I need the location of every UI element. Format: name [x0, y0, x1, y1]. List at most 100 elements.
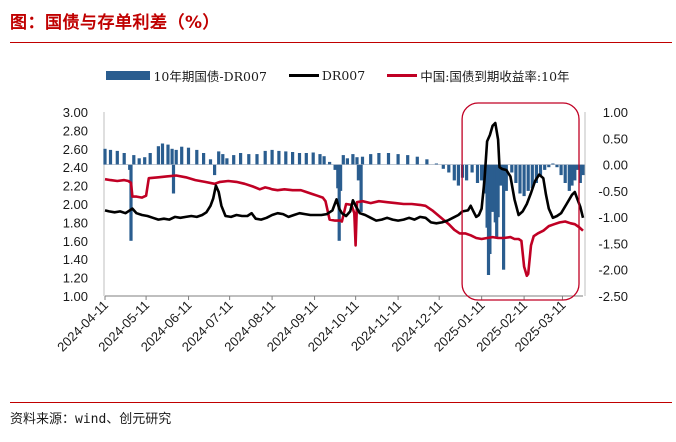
spread-bar [504, 164, 508, 191]
spread-bar [263, 150, 267, 165]
spread-bar [563, 164, 567, 183]
source-divider [10, 402, 672, 403]
spread-bar [304, 153, 308, 165]
spread-bar [202, 153, 206, 165]
spread-bar [328, 161, 332, 165]
spread-bar [386, 153, 391, 165]
left-tick-label: 1.00 [63, 289, 88, 304]
chart-plot: 1.00 1.20 1.40 1.60 1.80 2.00 2.20 2.40 2.60 2.80… [54, 102, 628, 354]
spread-bar [491, 164, 495, 212]
left-tick-label: 2.40 [63, 160, 88, 175]
right-tick-label: 0.50 [603, 131, 628, 146]
spread-bar [232, 155, 236, 165]
spread-bar [148, 153, 152, 165]
spread-bar [559, 164, 563, 176]
left-tick-label: 2.20 [63, 179, 88, 194]
spread-bar [137, 158, 141, 165]
spread-bar [247, 154, 251, 165]
spread-bar [217, 151, 221, 165]
right-tick-label: -1.50 [598, 236, 628, 251]
legend-item-spread: 10年期国债-DR007 [106, 66, 267, 85]
spread-bar [221, 154, 225, 165]
spread-bar [534, 164, 538, 183]
spread-bar [156, 146, 160, 165]
spread-bar [396, 154, 400, 165]
left-tick-label: 1.40 [63, 252, 88, 267]
spread-bar [452, 164, 456, 181]
spread-bar [530, 164, 534, 189]
spread-bar [356, 164, 360, 181]
legend-label-yield: 中国:国债到期收益率:10年 [420, 68, 570, 84]
spread-bar [526, 164, 530, 191]
spread-bar [166, 144, 170, 165]
spread-bar [132, 155, 136, 165]
spread-bar [297, 153, 302, 165]
spread-bar [547, 164, 551, 168]
spread-bar [570, 164, 574, 186]
spread-bar [567, 164, 571, 191]
spread-bar [488, 164, 492, 254]
spread-bar [143, 157, 147, 165]
right-tick-label: -2.50 [598, 289, 628, 304]
legend-swatch-spread [106, 70, 151, 80]
right-tick-label: -2.00 [598, 263, 628, 278]
spread-bar [425, 159, 429, 165]
spread-bar [578, 164, 582, 183]
spread-bar [322, 156, 326, 165]
spread-bar [108, 149, 113, 165]
legend-item-yield: 中国:国债到期收益率:10年 [387, 66, 570, 85]
spread-bar [475, 164, 480, 183]
legend-swatch-dr007 [288, 73, 319, 77]
right-tick-label: 0.00 [603, 158, 628, 173]
left-tick-label: 1.80 [63, 215, 88, 230]
spread-bar [160, 143, 165, 165]
spread-bar [284, 151, 288, 165]
source-note: 资料来源：wind、创元研究 [10, 412, 172, 427]
title-divider [10, 42, 672, 43]
spread-bar [180, 146, 184, 165]
right-tick-label: 1.00 [603, 105, 628, 120]
spread-bar [339, 164, 343, 191]
spread-bar [360, 156, 365, 165]
spread-bar [543, 164, 547, 170]
spread-bar [369, 154, 373, 165]
spread-bar [103, 148, 107, 165]
spread-bar [186, 147, 191, 165]
spread-bar [255, 154, 259, 165]
spread-bar [518, 164, 522, 194]
spread-bar [239, 153, 243, 165]
legend-swatch-yield [387, 73, 418, 77]
series-line-dr007 [104, 121, 585, 225]
left-tick-label: 3.00 [63, 105, 88, 120]
spread-bar [415, 156, 419, 165]
spread-bar [510, 164, 514, 173]
spread-bar [171, 164, 176, 194]
spread-bar [575, 164, 580, 170]
spread-bar [291, 152, 295, 165]
left-tick-label: 2.80 [63, 123, 88, 138]
spread-bar [341, 155, 345, 165]
spread-bar [129, 164, 133, 241]
spread-bar [470, 164, 474, 173]
spread-bar [174, 149, 178, 165]
spread-bar [538, 164, 543, 176]
spread-bar [170, 148, 174, 165]
spread-bar [555, 164, 559, 168]
legend-label-spread: 10年期国债-DR007 [153, 68, 267, 84]
spread-bar [115, 150, 119, 165]
highlight-box [461, 102, 580, 301]
spread-bar [514, 164, 518, 183]
spread-bar [480, 164, 484, 181]
legend-label-dr007: DR007 [321, 67, 366, 83]
left-tick-label: 2.00 [63, 197, 88, 212]
spread-bar [337, 164, 341, 241]
spread-bar [456, 164, 460, 186]
spread-bar [195, 149, 199, 165]
chart-legend: 10年期国债-DR007 DR007 中国:国债到期收益率:10年 [0, 66, 676, 84]
spread-bar [359, 164, 363, 212]
spread-bar [270, 149, 274, 165]
left-tick-label: 1.20 [63, 271, 88, 286]
spread-bar [122, 153, 126, 165]
series-line-10y-yield [104, 174, 584, 278]
spread-bar [213, 164, 217, 176]
